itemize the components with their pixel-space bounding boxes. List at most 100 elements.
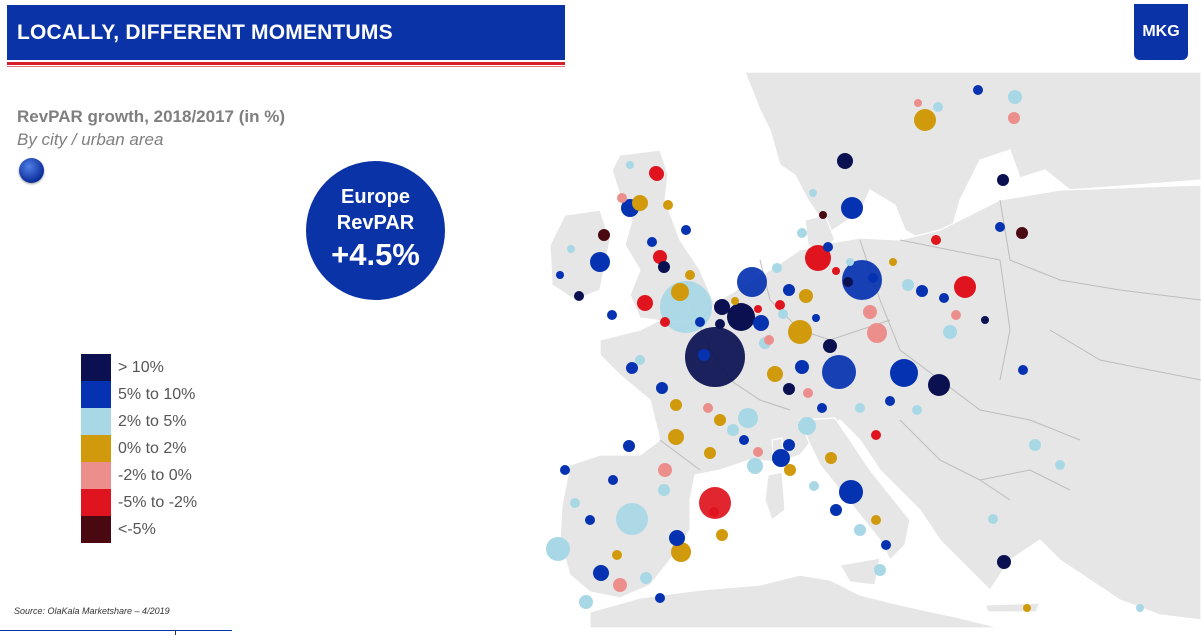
europe-map: [546, 71, 1201, 628]
city-dot: [988, 514, 998, 524]
city-dot: [997, 555, 1011, 569]
city-dot: [943, 325, 957, 339]
city-dot: [714, 414, 726, 426]
city-dot: [846, 258, 854, 266]
legend-swatch: [81, 489, 111, 516]
city-dot: [658, 261, 670, 273]
legend-swatch: [81, 462, 111, 489]
city-dot: [754, 305, 762, 313]
city-dot: [889, 258, 897, 266]
city-dot: [635, 355, 645, 365]
city-dot: [703, 403, 713, 413]
land-masses: [549, 71, 1201, 628]
city-dot: [738, 408, 758, 428]
city-dot: [660, 317, 670, 327]
source-note: Source: OlaKala Marketshare – 4/2019: [14, 606, 170, 616]
title-underline-thin: [7, 66, 565, 67]
city-dot: [663, 200, 673, 210]
footer-line: [0, 630, 232, 631]
city-dot: [871, 430, 881, 440]
city-dot: [727, 303, 755, 331]
city-dot: [764, 335, 774, 345]
city-dot: [890, 359, 918, 387]
city-dot: [715, 319, 725, 329]
city-dot: [655, 593, 665, 603]
city-dot: [837, 153, 853, 169]
legend-swatch: [81, 354, 111, 381]
city-dot: [668, 429, 684, 445]
city-dot: [709, 507, 719, 517]
city-dot: [626, 362, 638, 374]
city-dot: [613, 578, 627, 592]
city-dot: [772, 263, 782, 273]
city-dot: [727, 424, 739, 436]
city-dot: [841, 197, 863, 219]
city-dot: [912, 405, 922, 415]
city-dot: [867, 323, 887, 343]
mainland-europe: [559, 184, 1201, 621]
city-dot: [1055, 460, 1065, 470]
legend-label: <-5%: [118, 521, 156, 538]
city-dot: [699, 487, 731, 519]
city-dot: [704, 447, 716, 459]
city-dot: [788, 320, 812, 344]
brand-logo: MKG: [1134, 4, 1188, 60]
city-dot: [803, 388, 813, 398]
city-dot: [753, 315, 769, 331]
city-dot: [593, 565, 609, 581]
europe-revpar-callout: Europe RevPAR +4.5%: [306, 161, 445, 300]
page-title: LOCALLY, DIFFERENT MOMENTUMS: [17, 21, 393, 44]
city-dot: [695, 317, 705, 327]
city-dot: [843, 277, 853, 287]
legend-swatch: [81, 408, 111, 435]
city-dot: [795, 360, 809, 374]
city-dot: [607, 310, 617, 320]
city-dot: [809, 481, 819, 491]
city-dot: [753, 447, 763, 457]
city-dot: [637, 295, 653, 311]
city-dot: [914, 109, 936, 131]
city-dot: [775, 300, 785, 310]
city-dot: [819, 211, 827, 219]
city-dot: [647, 237, 657, 247]
city-dot: [653, 250, 667, 264]
city-dot: [616, 503, 648, 535]
city-dot: [812, 314, 820, 322]
city-dot: [874, 564, 886, 576]
sicily: [839, 557, 881, 586]
city-dot: [797, 228, 807, 238]
ireland: [549, 209, 611, 301]
eu-flag-icon: [19, 158, 44, 183]
city-dot: [868, 273, 878, 283]
city-dot: [632, 195, 648, 211]
city-dot: [598, 229, 610, 241]
city-dot: [1023, 604, 1031, 612]
legend-item: 0% to 2%: [81, 435, 281, 462]
city-dot: [681, 225, 691, 235]
city-dot: [839, 480, 863, 504]
city-dot: [574, 291, 584, 301]
city-dot: [649, 166, 663, 180]
city-dot: [670, 399, 682, 411]
legend-item: <-5%: [81, 516, 281, 543]
city-dot: [832, 267, 840, 275]
city-dot: [623, 440, 635, 452]
city-dot: [671, 542, 691, 562]
city-dot: [658, 484, 670, 496]
city-dot: [560, 465, 570, 475]
city-dot: [973, 85, 983, 95]
legend-label: 5% to 10%: [118, 386, 196, 403]
city-dot: [685, 270, 695, 280]
city-dot: [1016, 227, 1028, 239]
city-dot: [928, 374, 950, 396]
city-dot: [767, 366, 783, 382]
city-dot: [1008, 90, 1022, 104]
city-dot: [783, 284, 795, 296]
city-dot: [798, 417, 816, 435]
legend-item: -2% to 0%: [81, 462, 281, 489]
city-dot: [855, 403, 865, 413]
city-dot: [914, 99, 922, 107]
city-dot: [778, 309, 788, 319]
legend-swatch: [81, 435, 111, 462]
city-dot: [871, 515, 881, 525]
